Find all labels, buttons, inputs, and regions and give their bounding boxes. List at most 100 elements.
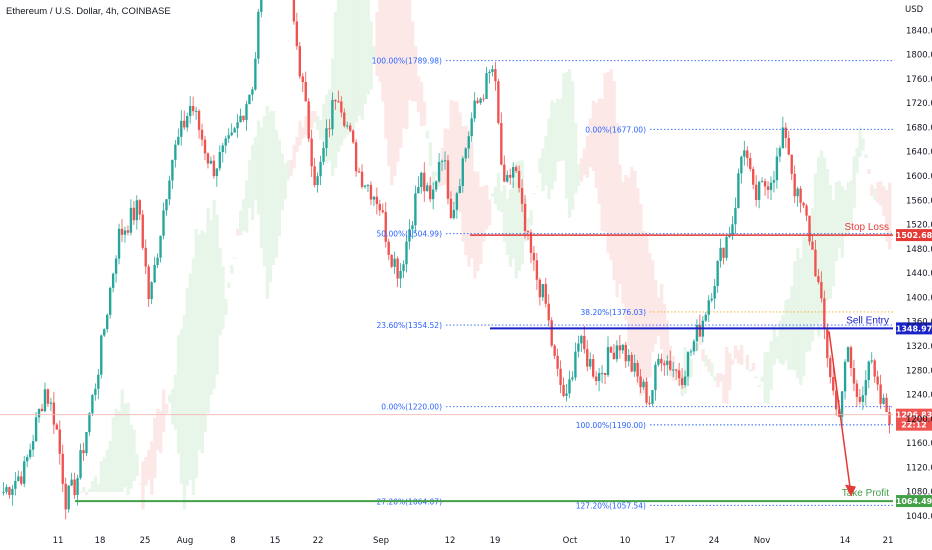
candle-body (538, 279, 542, 298)
candle-body (100, 335, 103, 375)
cloud-segment (244, 180, 249, 233)
cloud-segment (745, 354, 750, 370)
cloud-segment (117, 411, 121, 492)
cloud-segment (233, 257, 237, 259)
price-tick-label: 1240.00 (906, 391, 932, 401)
cloud-segment (502, 185, 507, 242)
candle-body (754, 184, 758, 201)
cloud-segment (93, 476, 98, 492)
stop-loss-label: Stop Loss (845, 222, 889, 233)
cloud-segment (87, 488, 92, 492)
cloud-segment (781, 314, 785, 366)
cloud-segment (846, 182, 850, 235)
candle-body (746, 150, 749, 159)
candle-body (580, 335, 583, 344)
candle-body (627, 354, 630, 362)
cloud-segment (268, 111, 273, 283)
cloud-segment (624, 174, 628, 321)
cloud-segment (242, 199, 246, 231)
time-axis[interactable]: 11 18 25 Aug 8 15 22 Sep 12 19 Oct 10 17 24 Nov 14 21 (53, 536, 894, 546)
cloud-segment (259, 127, 264, 248)
cloud-segment (179, 329, 184, 484)
cloud-segment (170, 388, 175, 425)
cloud-segment (556, 98, 560, 162)
cloud-segment (656, 297, 661, 336)
candle-body (793, 173, 796, 197)
cloud-segment (467, 130, 471, 267)
candle-body (799, 188, 802, 203)
cloud-segment (247, 159, 252, 208)
candle-body (304, 82, 307, 102)
candle-body (200, 129, 204, 140)
cloud-segment (422, 101, 427, 126)
candle-body (509, 174, 512, 178)
chart-drawings: 100.00%(1789.98) 50.00%(1504.99) 23.60%(13… (0, 57, 893, 510)
cloud-segment (482, 185, 486, 242)
cloud-segment (559, 98, 563, 161)
candle-body (600, 373, 604, 375)
take-profit-price-tag-text: 1064.49 (896, 497, 932, 506)
candle-body (399, 270, 402, 279)
cloud-segment (645, 232, 649, 380)
cloud-segment (861, 137, 865, 151)
cloud-segment (733, 345, 738, 359)
candle-body (43, 389, 47, 412)
cloud-segment (511, 181, 516, 259)
candle-body (114, 258, 118, 274)
candle-body (34, 417, 38, 442)
candle-body (354, 142, 358, 172)
candle-body (88, 413, 91, 433)
cloud-segment (173, 374, 178, 430)
cloud-segment (769, 341, 773, 391)
candle-body (55, 424, 59, 430)
cloud-segment (609, 69, 613, 261)
candle-body (618, 345, 622, 351)
cloud-segment (683, 347, 687, 394)
cloud-segment (535, 186, 539, 188)
cloud-segment (126, 402, 130, 495)
price-tick-label: 1400.00 (906, 293, 932, 303)
cloud-segment (639, 203, 643, 396)
time-tick-label: 19 (490, 536, 501, 546)
candle-body (654, 364, 657, 391)
cloud-segment (90, 480, 95, 492)
candle-body (120, 228, 124, 235)
candle-body (295, 21, 299, 47)
candle-body (606, 347, 610, 376)
cloud-segment (378, 0, 382, 83)
cloud-segment (84, 491, 89, 495)
price-tick-label: 1040.00 (906, 512, 932, 522)
fib-level-label: 100.00%(1190.00) (576, 421, 646, 430)
last-price-countdown: 22:12 (901, 421, 926, 430)
candle-body (674, 369, 678, 371)
candle-body (215, 168, 219, 177)
cloud-segment (541, 148, 545, 192)
cloud-segment (224, 299, 228, 315)
candle-body (503, 164, 506, 182)
cloud-segment (339, 0, 344, 146)
candle-body (455, 193, 459, 210)
cloud-segment (585, 136, 590, 178)
candle-body (446, 160, 450, 199)
candle-body (426, 185, 429, 192)
candle-body (707, 300, 710, 315)
cloud-segment (751, 362, 756, 371)
cloud-segment (713, 376, 717, 381)
candle-body (571, 377, 574, 380)
candle-body (523, 203, 527, 231)
candle-body (876, 376, 879, 385)
candle-body (784, 127, 787, 138)
cloud-segment (336, 0, 341, 153)
cloud-segment (333, 11, 338, 169)
candle-body (150, 282, 153, 300)
candle-body (82, 450, 85, 454)
candle-body (624, 344, 627, 362)
cloud-segment (470, 142, 474, 259)
cloud-segment (879, 181, 883, 206)
candle-body (70, 479, 73, 486)
cloud-segment (538, 158, 542, 173)
cloud-segment (476, 171, 480, 271)
candle-body (76, 478, 79, 495)
